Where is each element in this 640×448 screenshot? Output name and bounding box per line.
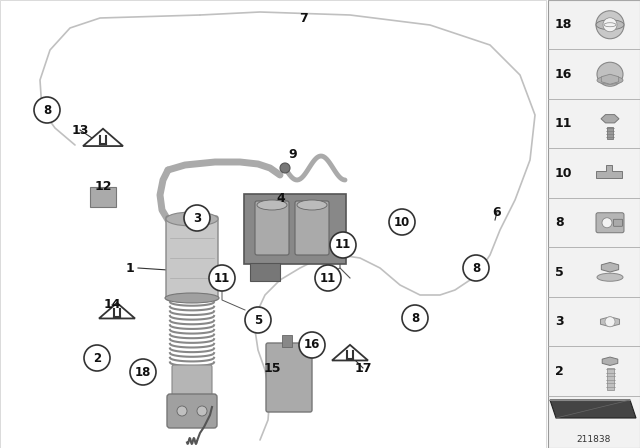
Circle shape	[177, 406, 187, 416]
FancyBboxPatch shape	[244, 194, 346, 264]
Ellipse shape	[597, 273, 623, 281]
Text: 14: 14	[103, 298, 121, 311]
Text: 1: 1	[125, 262, 134, 275]
Circle shape	[280, 163, 290, 173]
Circle shape	[299, 332, 325, 358]
Ellipse shape	[257, 200, 287, 210]
Text: 18: 18	[135, 366, 151, 379]
Text: 17: 17	[355, 362, 372, 375]
FancyBboxPatch shape	[167, 394, 217, 428]
FancyBboxPatch shape	[172, 365, 212, 399]
Ellipse shape	[604, 23, 616, 27]
Circle shape	[197, 406, 207, 416]
Circle shape	[389, 209, 415, 235]
Circle shape	[184, 205, 210, 231]
FancyBboxPatch shape	[614, 219, 623, 226]
Circle shape	[463, 255, 489, 281]
FancyBboxPatch shape	[596, 213, 624, 233]
Polygon shape	[596, 165, 622, 178]
Text: 5: 5	[254, 314, 262, 327]
Circle shape	[315, 265, 341, 291]
Text: 8: 8	[43, 103, 51, 116]
Text: 10: 10	[394, 215, 410, 228]
FancyBboxPatch shape	[282, 335, 292, 347]
Text: 8: 8	[472, 262, 480, 275]
Ellipse shape	[597, 76, 623, 84]
Circle shape	[34, 97, 60, 123]
FancyBboxPatch shape	[548, 0, 640, 448]
Circle shape	[209, 265, 235, 291]
FancyBboxPatch shape	[166, 216, 218, 300]
Ellipse shape	[165, 293, 219, 303]
FancyBboxPatch shape	[90, 187, 116, 207]
Text: 2: 2	[555, 365, 564, 378]
Text: 8: 8	[555, 216, 564, 229]
Circle shape	[603, 18, 617, 32]
Text: 8: 8	[411, 311, 419, 324]
Text: 7: 7	[299, 12, 307, 25]
Ellipse shape	[597, 62, 623, 86]
Polygon shape	[602, 357, 618, 366]
Text: 11: 11	[320, 271, 336, 284]
Circle shape	[602, 218, 612, 228]
Text: 13: 13	[71, 124, 89, 137]
Circle shape	[84, 345, 110, 371]
Text: 211838: 211838	[577, 435, 611, 444]
Ellipse shape	[297, 200, 327, 210]
Text: 4: 4	[276, 191, 285, 204]
Text: 10: 10	[555, 167, 573, 180]
Text: 18: 18	[555, 18, 572, 31]
Polygon shape	[332, 345, 368, 361]
FancyBboxPatch shape	[255, 201, 289, 255]
Polygon shape	[601, 115, 619, 123]
Circle shape	[596, 11, 624, 39]
Text: 15: 15	[263, 362, 281, 375]
Circle shape	[130, 359, 156, 385]
Text: 2: 2	[93, 352, 101, 365]
Ellipse shape	[166, 212, 218, 226]
Polygon shape	[600, 317, 620, 327]
Circle shape	[245, 307, 271, 333]
Text: 6: 6	[493, 206, 501, 219]
Polygon shape	[602, 263, 619, 272]
Circle shape	[330, 232, 356, 258]
FancyBboxPatch shape	[250, 263, 280, 281]
Polygon shape	[550, 400, 636, 418]
Polygon shape	[83, 129, 123, 146]
Text: 9: 9	[289, 148, 298, 161]
Text: 11: 11	[335, 238, 351, 251]
Text: 12: 12	[94, 180, 112, 193]
Text: 16: 16	[304, 339, 320, 352]
Polygon shape	[602, 74, 619, 84]
Text: 3: 3	[193, 211, 201, 224]
FancyBboxPatch shape	[607, 127, 613, 139]
Ellipse shape	[596, 20, 624, 30]
FancyBboxPatch shape	[607, 368, 614, 390]
Text: 3: 3	[555, 315, 564, 328]
Text: 16: 16	[555, 68, 572, 81]
Polygon shape	[99, 303, 135, 319]
Text: 5: 5	[555, 266, 564, 279]
Text: 11: 11	[214, 271, 230, 284]
FancyBboxPatch shape	[295, 201, 329, 255]
FancyBboxPatch shape	[266, 343, 312, 412]
Circle shape	[402, 305, 428, 331]
Text: 11: 11	[555, 117, 573, 130]
Circle shape	[605, 317, 615, 327]
